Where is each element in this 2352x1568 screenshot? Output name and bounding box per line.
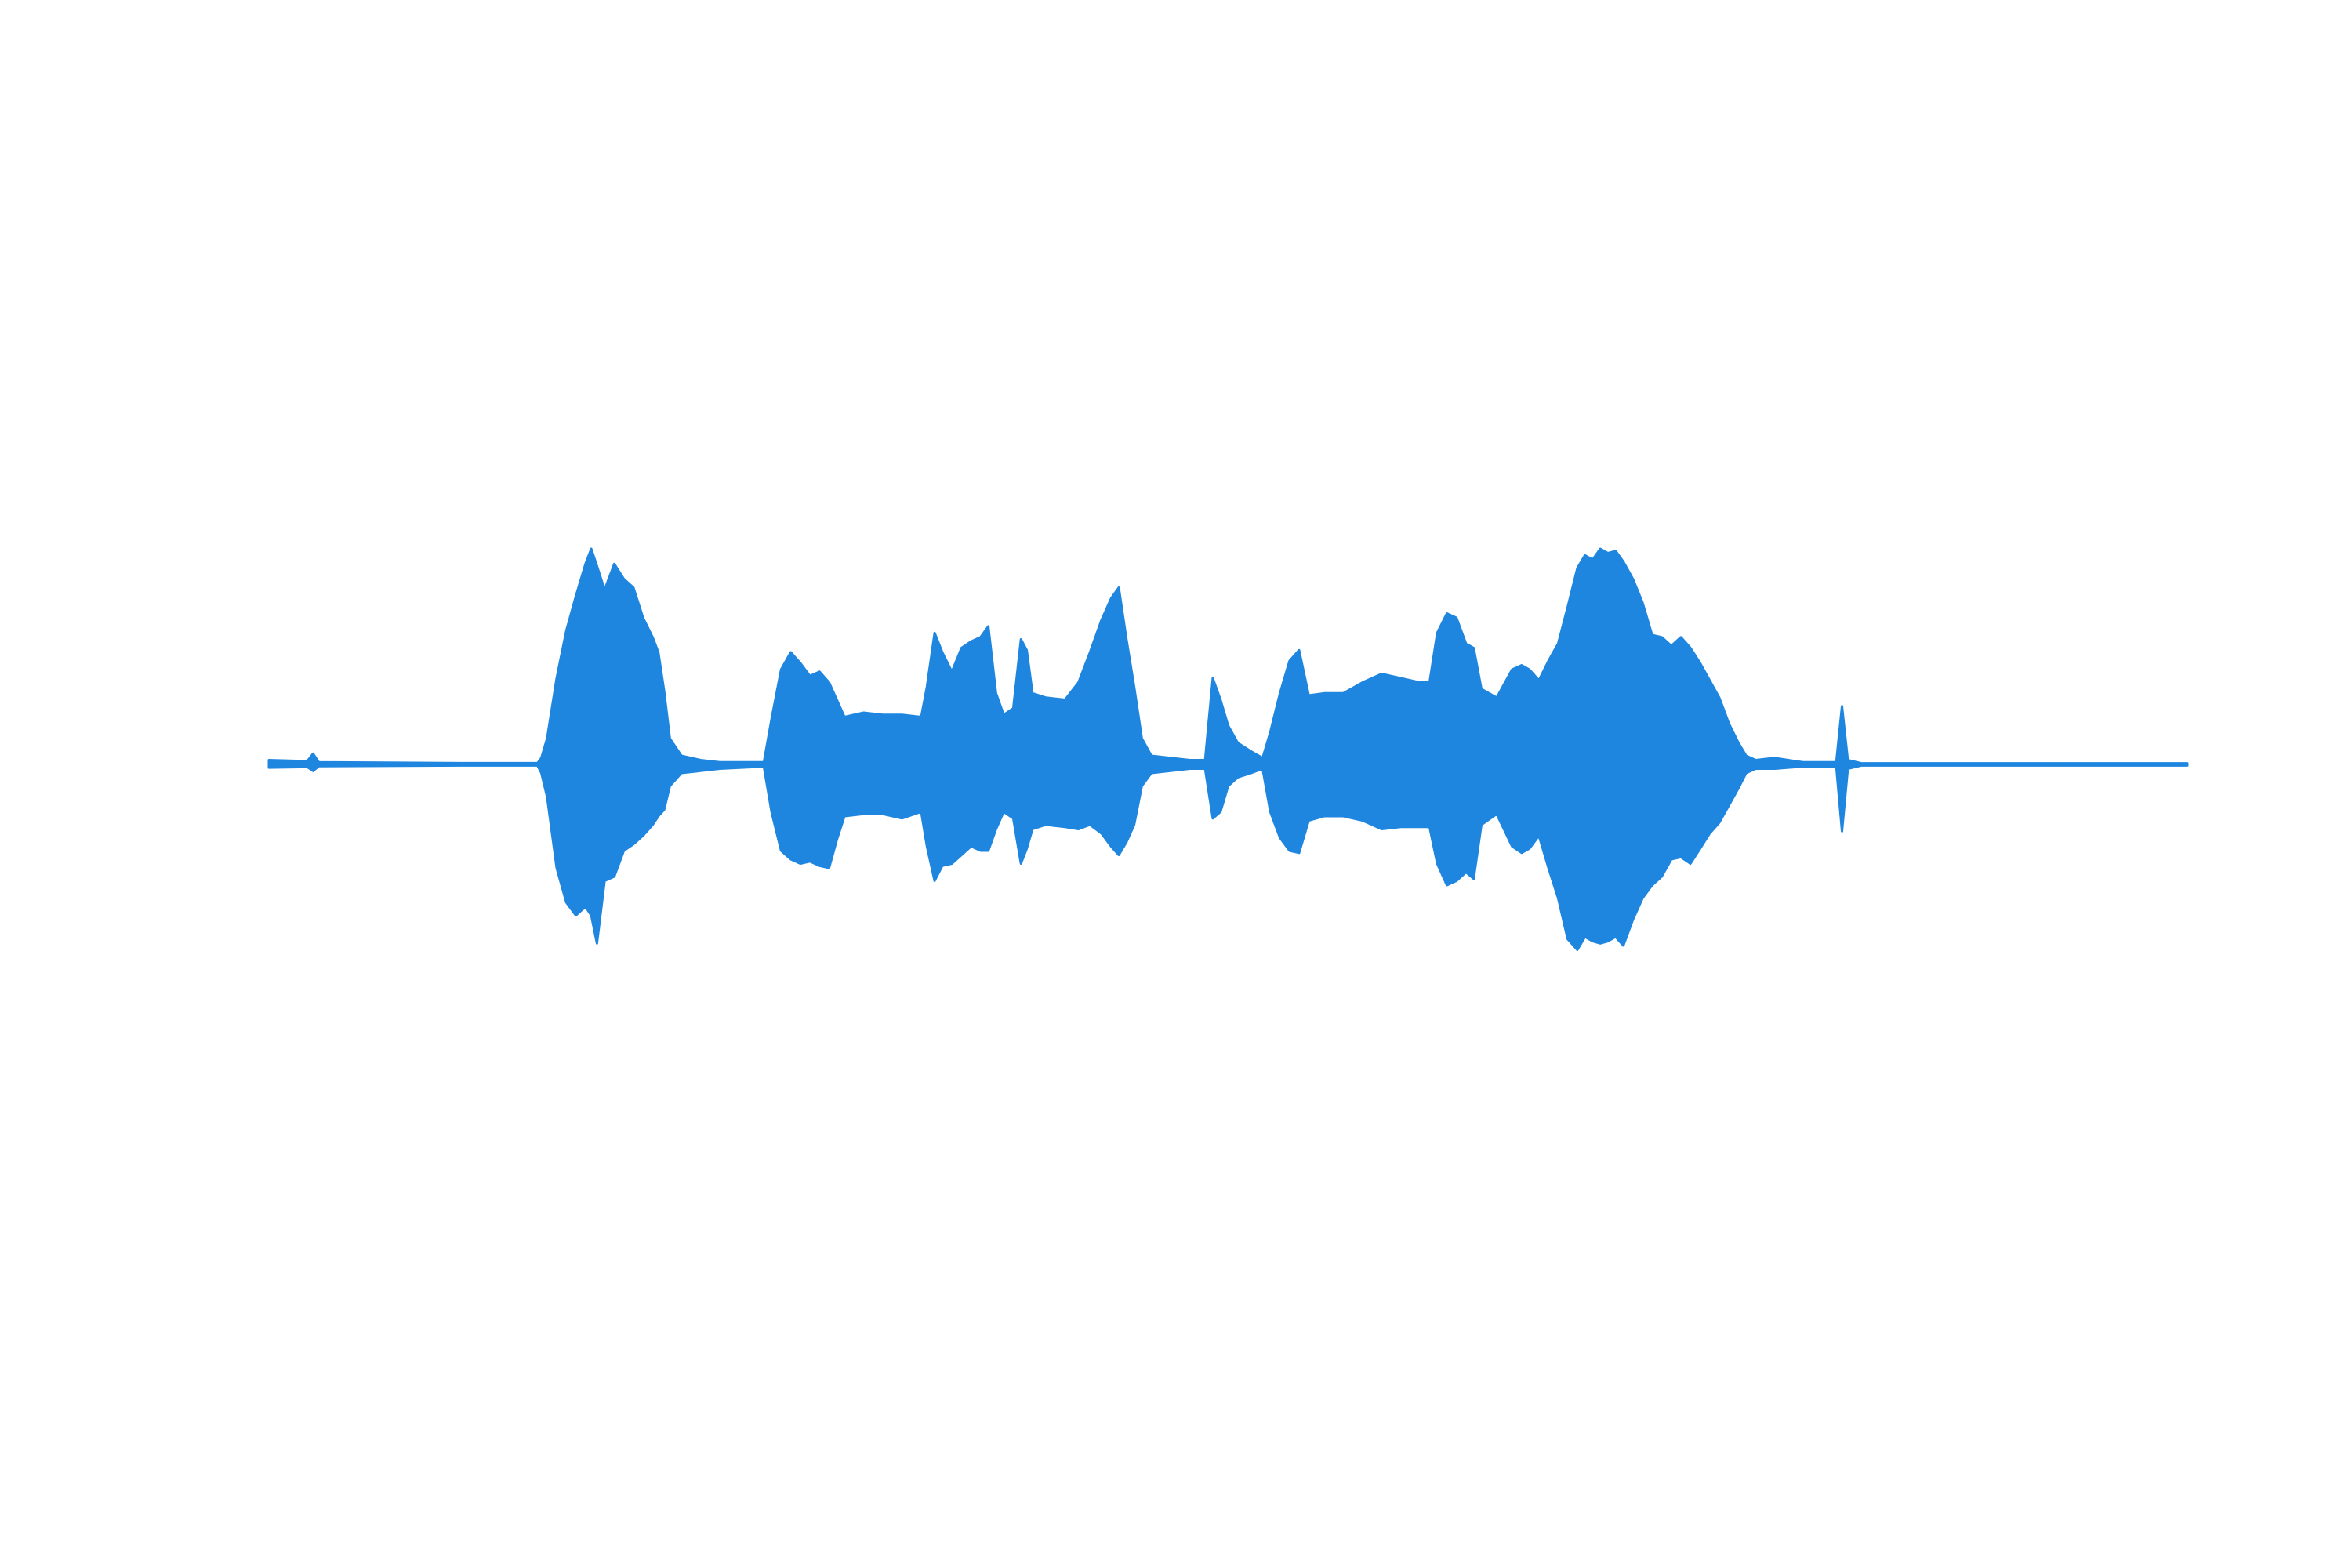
waveform-group — [267, 547, 2189, 951]
